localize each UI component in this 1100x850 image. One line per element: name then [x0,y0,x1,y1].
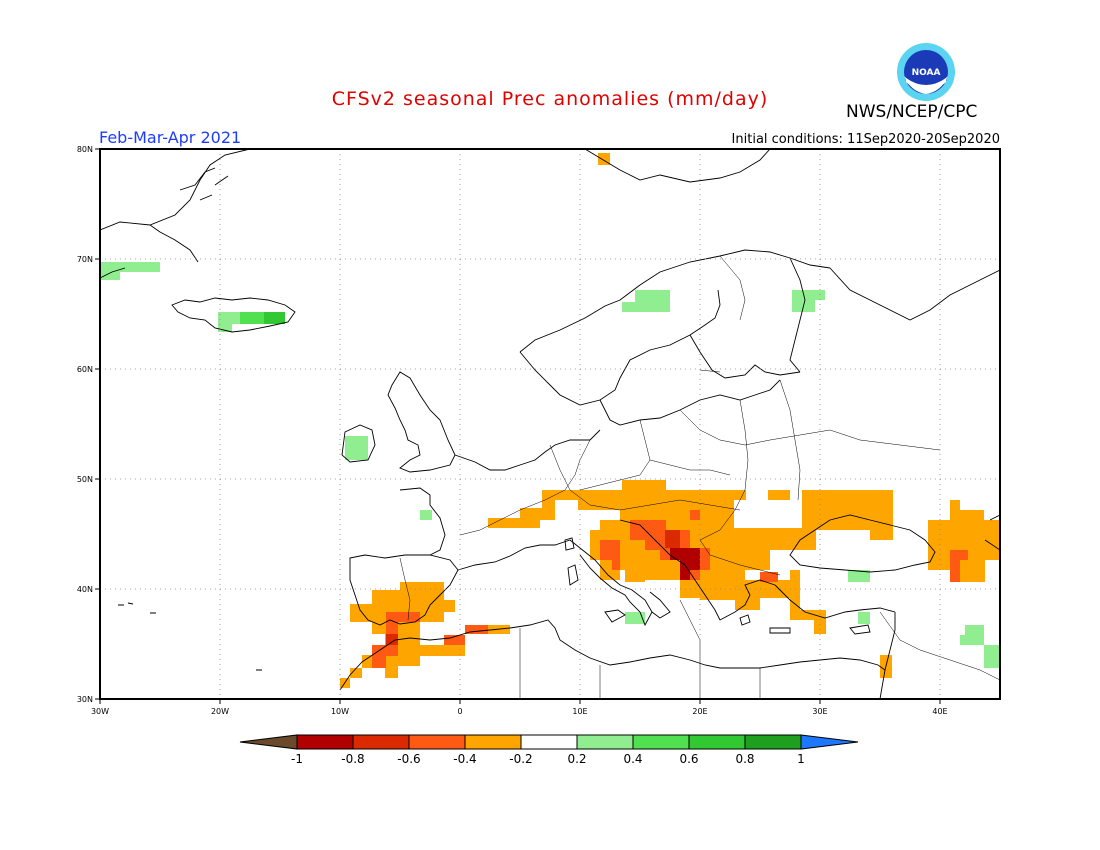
colorbar-label: 0.2 [567,752,586,766]
colorbar-label: -0.6 [397,752,420,766]
tick-marks [95,148,941,704]
colorbar-bin [464,734,522,750]
colorbar-label: -1 [291,752,303,766]
lat-label: 50N [77,475,93,484]
colorbar-bin [352,734,410,750]
lon-label: 30E [812,707,827,716]
colorbar-label: 0.4 [623,752,642,766]
colorbar-label: -0.4 [453,752,476,766]
colorbar-bin [296,734,354,750]
lat-label: 30N [77,695,93,704]
agency-label: NWS/NCEP/CPC [846,102,978,122]
lon-label: 20E [692,707,707,716]
lon-label: 10E [572,707,587,716]
lat-label: 80N [77,145,93,154]
lon-label: 30W [91,707,109,716]
noaa-logo: NOAA [896,42,956,102]
initial-conditions: Initial conditions: 11Sep2020-20Sep2020 [731,132,1000,147]
lat-label: 60N [77,365,93,374]
colorbar-below-arrow [239,734,298,750]
latitude-labels: 80N 70N 60N 50N 40N 30N [77,145,93,704]
lon-label: 40E [932,707,947,716]
map-title: CFSv2 seasonal Prec anomalies (mm/day) [331,88,769,110]
colorbar-label: 1 [797,752,805,766]
map-frame [99,148,1001,700]
longitude-labels: 30W 20W 10W 0 10E 20E 30E 40E [91,707,948,716]
forecast-period: Feb-Mar-Apr 2021 [99,128,242,147]
anomaly-layer [100,153,1000,688]
colorbar-bin [520,734,578,750]
colorbar: -1 -0.8 -0.6 -0.4 -0.2 0.2 0.4 0.6 0.8 1 [239,734,859,766]
colorbar-bin [632,734,690,750]
colorbar-label: 0.6 [679,752,698,766]
logo-text: NOAA [912,68,941,78]
lat-label: 70N [77,255,93,264]
colorbar-above-arrow [800,734,859,750]
graticule [100,149,1000,699]
colorbar-label: -0.2 [509,752,532,766]
lon-label: 0 [457,707,462,716]
colorbar-bin [744,734,802,750]
colorbar-bin [408,734,466,750]
lat-label: 40N [77,585,93,594]
colorbar-label: -0.8 [341,752,364,766]
coastline-layer [100,149,1000,699]
colorbar-bin [576,734,634,750]
colorbar-bin [688,734,746,750]
lon-label: 20W [211,707,229,716]
colorbar-label: 0.8 [735,752,754,766]
lon-label: 10W [331,707,349,716]
